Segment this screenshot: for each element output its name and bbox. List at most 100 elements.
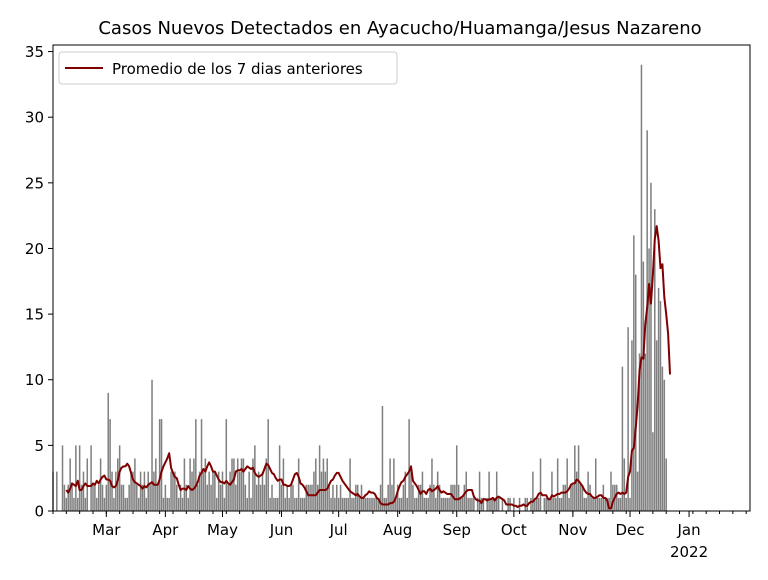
bar [619,497,622,511]
bar [223,497,226,511]
bar [132,471,134,511]
bar [368,497,370,511]
bar [600,497,603,511]
bar [103,497,106,511]
bar [646,130,648,511]
bar [330,497,332,511]
x-tick-label: Apr [152,521,179,539]
bar [225,419,228,511]
bar [332,484,334,511]
bar [657,287,660,511]
bar [461,497,464,511]
bar [240,458,243,511]
bar [537,497,540,511]
bar [82,471,85,511]
bar [248,471,250,511]
y-tick-label: 0 [34,503,44,521]
bar [591,497,593,511]
bar [396,484,399,511]
bar [170,471,172,511]
bar [174,471,176,511]
bar [160,419,163,511]
bar [395,497,397,511]
bar [356,484,359,511]
bar [71,484,73,511]
y-tick-label: 35 [25,43,44,61]
bar [128,484,130,511]
bar [446,497,448,511]
bar [518,497,521,511]
bar [115,471,117,511]
bar [524,497,527,511]
bar [273,497,275,511]
bar [349,458,351,511]
bar [404,471,407,511]
bar [124,497,127,511]
bar [143,471,146,511]
bar [572,484,574,511]
bar [265,458,268,511]
bar [469,497,471,511]
bar [659,300,662,511]
bar [364,497,367,511]
bar [415,497,418,511]
bar [617,497,620,511]
x-tick-label: Jul [329,521,348,539]
bar [442,497,445,511]
bar [286,484,288,511]
bar [574,445,576,511]
bar [78,445,81,511]
x-tick-label: Dec [616,521,645,539]
bar [596,497,599,511]
x-tick-label: Jun [269,521,293,539]
bar [562,484,565,511]
bar [412,484,414,511]
bar [316,484,319,511]
bar [387,484,389,511]
bar [494,497,496,511]
bar [549,497,551,511]
bar [372,497,374,511]
bar [246,497,248,511]
bar [539,458,542,511]
bar [296,497,298,511]
bar [294,497,296,511]
bar [351,497,353,511]
bar [101,484,104,511]
bar [560,497,563,511]
series-line [65,225,672,510]
bar [149,484,151,511]
bar [65,497,68,511]
bar [236,458,239,511]
bar [604,497,607,511]
bar [427,497,429,511]
bar [467,497,469,511]
x-axis: Mar Apr May Jun Jul Aug Sep Oct Nov Dec Jan 2022 [52,511,747,561]
bar [151,379,153,511]
bar [134,458,136,511]
bar [156,484,159,511]
bar [398,497,401,511]
bar [575,471,578,511]
bar [433,484,435,511]
bar [547,497,549,511]
bar [137,497,140,511]
bar [612,484,614,511]
bar [195,419,197,511]
bar [202,471,205,511]
bar [577,445,580,511]
bar [400,497,403,511]
bar [513,497,515,511]
bar [431,458,433,511]
bar [568,497,570,511]
legend-label: Promedio de los 7 dias anteriores [112,60,363,78]
bar [244,484,247,511]
bar [238,471,241,511]
bar [625,497,627,511]
bar [423,497,426,511]
bar [435,497,437,511]
bar [457,484,460,511]
bar [455,445,458,511]
